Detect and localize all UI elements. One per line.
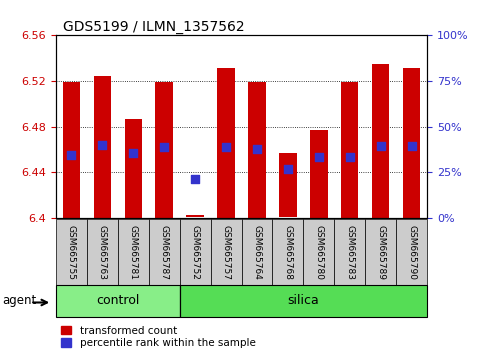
Bar xyxy=(180,285,427,317)
Text: GSM665787: GSM665787 xyxy=(159,225,169,280)
Text: control: control xyxy=(96,295,139,307)
Bar xyxy=(94,76,111,218)
Point xyxy=(284,166,292,172)
Text: GSM665764: GSM665764 xyxy=(253,225,261,280)
Bar xyxy=(397,219,427,285)
Text: GSM665781: GSM665781 xyxy=(128,225,138,280)
Text: GSM665752: GSM665752 xyxy=(190,225,199,280)
Bar xyxy=(186,216,203,217)
Point xyxy=(67,152,75,158)
Point xyxy=(191,176,199,182)
Bar xyxy=(242,219,272,285)
Point xyxy=(222,144,230,150)
Point xyxy=(408,143,416,149)
Point xyxy=(253,147,261,152)
Bar xyxy=(180,219,211,285)
Bar xyxy=(86,219,117,285)
Bar xyxy=(272,219,303,285)
Bar xyxy=(125,119,142,218)
Bar xyxy=(211,219,242,285)
Text: GSM665757: GSM665757 xyxy=(222,225,230,280)
Bar xyxy=(303,219,334,285)
Bar xyxy=(217,68,235,218)
Bar xyxy=(366,219,397,285)
Bar xyxy=(56,219,86,285)
Text: GSM665790: GSM665790 xyxy=(408,225,416,280)
Text: GSM665789: GSM665789 xyxy=(376,225,385,280)
Point xyxy=(160,144,168,150)
Bar xyxy=(117,219,149,285)
Bar xyxy=(149,219,180,285)
Bar xyxy=(334,219,366,285)
Point xyxy=(98,142,106,148)
Legend: transformed count, percentile rank within the sample: transformed count, percentile rank withi… xyxy=(61,326,256,348)
Bar xyxy=(311,130,327,218)
Text: GSM665755: GSM665755 xyxy=(67,225,75,280)
Bar xyxy=(341,82,358,218)
Bar xyxy=(62,82,80,218)
Bar xyxy=(248,82,266,218)
Bar xyxy=(56,285,180,317)
Bar xyxy=(372,64,389,218)
Bar xyxy=(403,68,421,218)
Text: GSM665783: GSM665783 xyxy=(345,225,355,280)
Point xyxy=(377,143,385,149)
Point xyxy=(346,154,354,160)
Text: GSM665763: GSM665763 xyxy=(98,225,107,280)
Text: GDS5199 / ILMN_1357562: GDS5199 / ILMN_1357562 xyxy=(63,21,244,34)
Text: GSM665768: GSM665768 xyxy=(284,225,293,280)
Point xyxy=(129,150,137,156)
Bar xyxy=(280,153,297,217)
Text: GSM665780: GSM665780 xyxy=(314,225,324,280)
Bar xyxy=(156,82,172,218)
Point xyxy=(315,154,323,160)
Text: silica: silica xyxy=(287,295,319,307)
Text: agent: agent xyxy=(2,295,37,307)
